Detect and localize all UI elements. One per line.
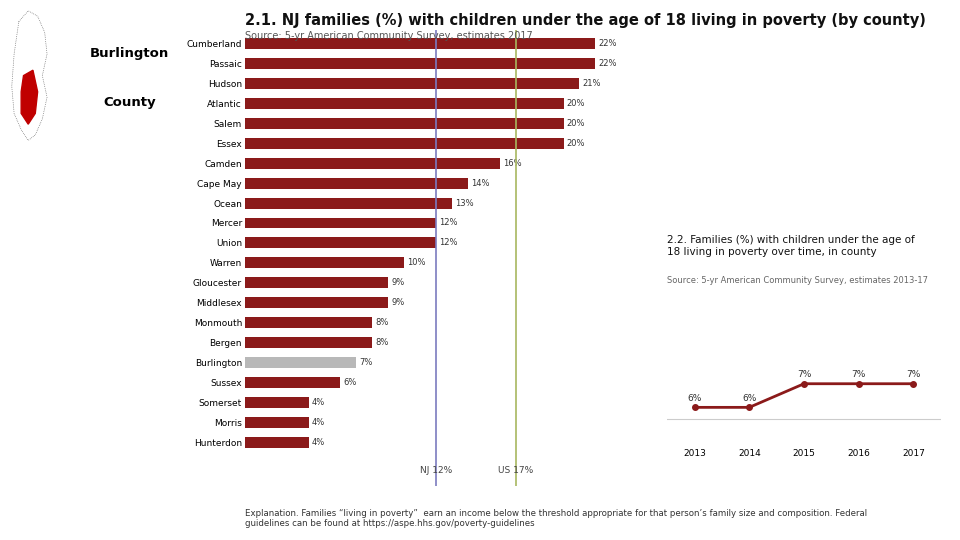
Bar xyxy=(245,118,564,129)
Bar xyxy=(245,337,372,348)
Bar xyxy=(245,138,564,148)
Bar xyxy=(245,158,500,168)
Bar xyxy=(245,417,308,428)
Text: 4%: 4% xyxy=(312,398,325,407)
Bar xyxy=(245,317,372,328)
Text: 7%: 7% xyxy=(797,370,811,380)
Text: 12%: 12% xyxy=(440,219,458,227)
Text: Poverty: Poverty xyxy=(49,264,186,298)
Bar xyxy=(245,218,436,228)
Bar xyxy=(245,178,468,188)
Text: 10%: 10% xyxy=(407,258,426,267)
Text: 8%: 8% xyxy=(375,318,389,327)
Text: 16%: 16% xyxy=(503,159,521,168)
Bar xyxy=(245,357,356,368)
Bar xyxy=(245,277,388,288)
Polygon shape xyxy=(21,70,37,124)
Bar xyxy=(245,437,308,448)
Text: 22%: 22% xyxy=(599,39,617,48)
Text: 9%: 9% xyxy=(392,298,405,307)
Bar xyxy=(245,297,388,308)
FancyBboxPatch shape xyxy=(0,0,226,173)
Bar xyxy=(245,258,404,268)
Text: 20%: 20% xyxy=(566,139,586,148)
Text: 13%: 13% xyxy=(455,199,474,207)
Bar xyxy=(245,238,436,248)
Text: Burlington: Burlington xyxy=(89,48,169,60)
Text: 2.2. Families (%) with children under the age of
18 living in poverty over time,: 2.2. Families (%) with children under th… xyxy=(667,235,915,256)
Text: 7%: 7% xyxy=(906,370,921,380)
Text: 4%: 4% xyxy=(312,418,325,427)
Text: Source: 5-yr American Community Survey, estimates 2013-17: Source: 5-yr American Community Survey, … xyxy=(667,276,928,286)
Text: 4%: 4% xyxy=(312,437,325,447)
Text: 21%: 21% xyxy=(583,79,601,88)
Text: 6%: 6% xyxy=(687,394,702,403)
Bar xyxy=(245,397,308,408)
Text: 22%: 22% xyxy=(599,59,617,68)
Bar xyxy=(245,78,580,89)
Text: 2.1. NJ families (%) with children under the age of 18 living in poverty (by cou: 2.1. NJ families (%) with children under… xyxy=(245,14,925,29)
Text: 9%: 9% xyxy=(392,278,405,287)
Bar xyxy=(245,58,595,69)
Text: 14%: 14% xyxy=(471,179,490,187)
Text: 20%: 20% xyxy=(566,99,586,108)
Text: Explanation. Families “living in poverty”  earn an income below the threshold ap: Explanation. Families “living in poverty… xyxy=(245,509,867,528)
Text: US 17%: US 17% xyxy=(498,466,534,475)
Text: 12%: 12% xyxy=(440,238,458,247)
Text: 8%: 8% xyxy=(375,338,389,347)
Text: 20%: 20% xyxy=(566,119,586,128)
Text: 7%: 7% xyxy=(852,370,866,380)
Text: NJ 12%: NJ 12% xyxy=(420,466,452,475)
Text: Source: 5-yr American Community Survey, estimates 2017: Source: 5-yr American Community Survey, … xyxy=(245,31,533,41)
Text: County: County xyxy=(103,96,156,109)
Polygon shape xyxy=(12,11,47,140)
Bar xyxy=(245,38,595,49)
Bar xyxy=(245,98,564,109)
Text: 6%: 6% xyxy=(742,394,756,403)
Text: 6%: 6% xyxy=(344,378,357,387)
Text: 7%: 7% xyxy=(360,358,372,367)
Bar xyxy=(245,198,452,208)
Bar xyxy=(245,377,341,388)
